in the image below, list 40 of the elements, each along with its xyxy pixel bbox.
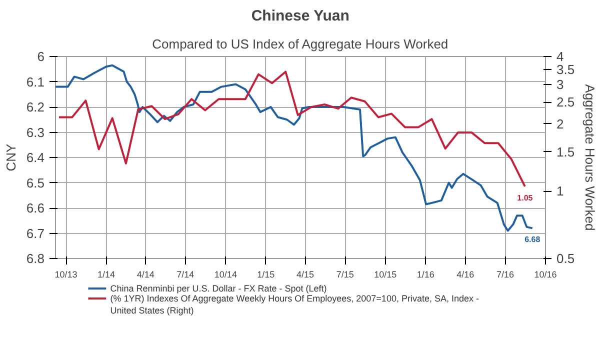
y-tick-label: 6.7 (26, 226, 45, 241)
y-tick-label: 6.4 (26, 150, 45, 165)
y-tick-label: 6.3 (26, 124, 45, 140)
x-tick-label: 4/15 (296, 270, 314, 280)
y-tick-label: 6 (37, 49, 45, 64)
legend-label: China Renminbi per U.S. Dollar - FX Rate - Spot (Left) (110, 284, 327, 294)
x-tick-label: 1/16 (416, 270, 434, 280)
y2-tick-label: 4 (556, 49, 564, 64)
x-tick-label: 7/16 (496, 270, 514, 280)
x-tick-label: 7/15 (336, 270, 354, 280)
line-series (56, 64, 534, 232)
line-series (58, 70, 526, 188)
x-tick-label: 10/13 (54, 270, 78, 280)
x-tick-label: 10/16 (534, 270, 557, 280)
x-tick-label: 10/14 (214, 270, 237, 280)
y2-tick-label: 0.5 (556, 251, 575, 266)
x-tick-label: 4/14 (136, 270, 154, 280)
legend-label: (% 1YR) Indexes Of Aggregate Weekly Hours Of Employees, 2007=100, Private, SA, Index - United States (Right) (110, 294, 479, 316)
data-label: 1.05 (517, 193, 534, 202)
y2-axis-title: Aggregate Hours Worked (582, 84, 598, 231)
y2-tick-label: 3.5 (556, 62, 575, 77)
y-tick-label: 6.8 (26, 251, 45, 266)
y2-tick-label: 3 (556, 76, 564, 92)
x-tick-label: 1/15 (257, 270, 275, 280)
chart-title: Chinese Yuan (251, 8, 350, 24)
x-tick-label: 4/16 (456, 270, 474, 280)
x-tick-label: 10/15 (374, 270, 397, 280)
y-tick-label: 6.2 (26, 100, 45, 114)
x-tick-label: 1/14 (97, 270, 116, 280)
y-tick-label: 6.5 (26, 175, 45, 190)
y-tick-label: 6.6 (26, 200, 45, 216)
y-tick-label: 6.1 (26, 74, 45, 90)
data-label: 6.68 (524, 235, 541, 244)
x-tick-label: 7/14 (176, 270, 194, 280)
y2-tick-label: 2.5 (556, 94, 575, 110)
y2-tick-label: 2 (556, 116, 564, 132)
y-axis-title: CNY (3, 143, 18, 172)
y2-tick-label: 1 (556, 184, 564, 199)
chart-subtitle: Compared to US Index of Aggregate Hours Worked (152, 36, 448, 52)
y2-tick-label: 1.5 (556, 144, 575, 160)
